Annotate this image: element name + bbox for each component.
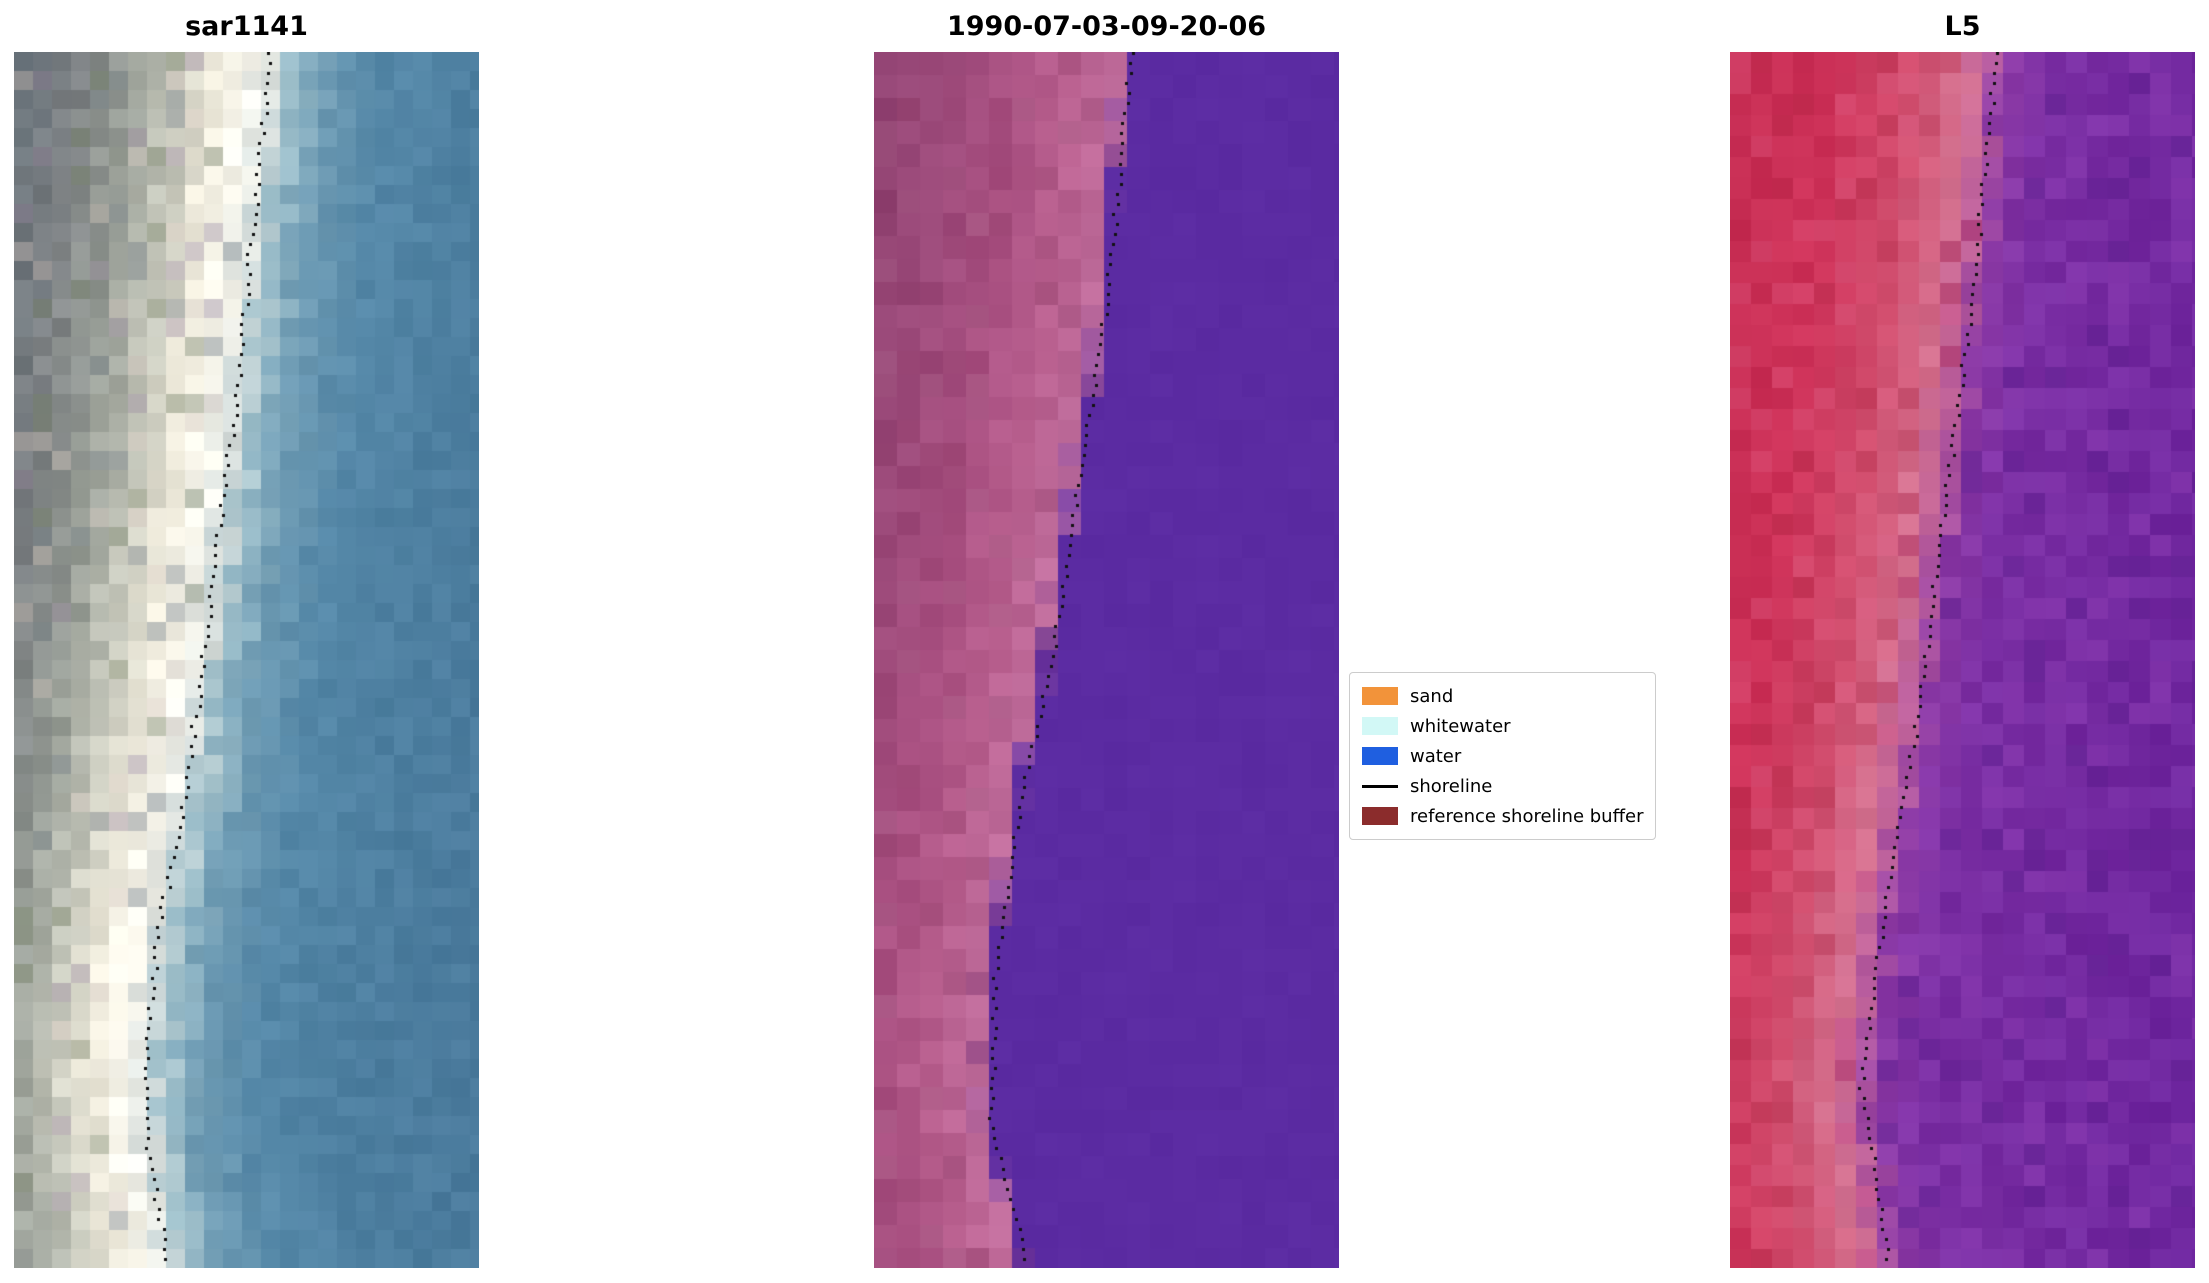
panel-classified-date: 1990-07-03-09-20-06 [874,8,1339,1268]
panel-title-date: 1990-07-03-09-20-06 [946,11,1267,42]
legend-item-whitewater: whitewater [1362,711,1643,741]
panel-title-sar1141: sar1141 [185,11,308,42]
shoreline-swatch-icon [1362,777,1398,795]
sand-swatch-icon [1362,687,1398,705]
legend-label-whitewater: whitewater [1410,715,1511,737]
legend-item-shoreline: shoreline [1362,771,1643,801]
legend-label-shoreline: shoreline [1410,775,1493,797]
l5-image [1730,52,2195,1268]
legend-item-water: water [1362,741,1643,771]
reference-shoreline-buffer-swatch-icon [1362,807,1398,825]
panel-l5: L5 [1730,8,2195,1268]
panel-sar1141: sar1141 [14,8,479,1268]
legend-item-reference-shoreline-buffer: reference shoreline buffer [1362,801,1643,831]
legend-label-sand: sand [1410,685,1454,707]
legend-label-reference-shoreline-buffer: reference shoreline buffer [1410,805,1644,827]
legend-label-water: water [1410,745,1462,767]
water-swatch-icon [1362,747,1398,765]
legend: sand whitewater water shoreline reference sh… [1349,672,1657,840]
classified-image [874,52,1339,1268]
whitewater-swatch-icon [1362,717,1398,735]
legend-item-sand: sand [1362,681,1643,711]
satellite-image-sar1141 [14,52,479,1268]
shoreline-line-icon [1362,784,1398,788]
panel-title-l5: L5 [1944,11,1981,42]
